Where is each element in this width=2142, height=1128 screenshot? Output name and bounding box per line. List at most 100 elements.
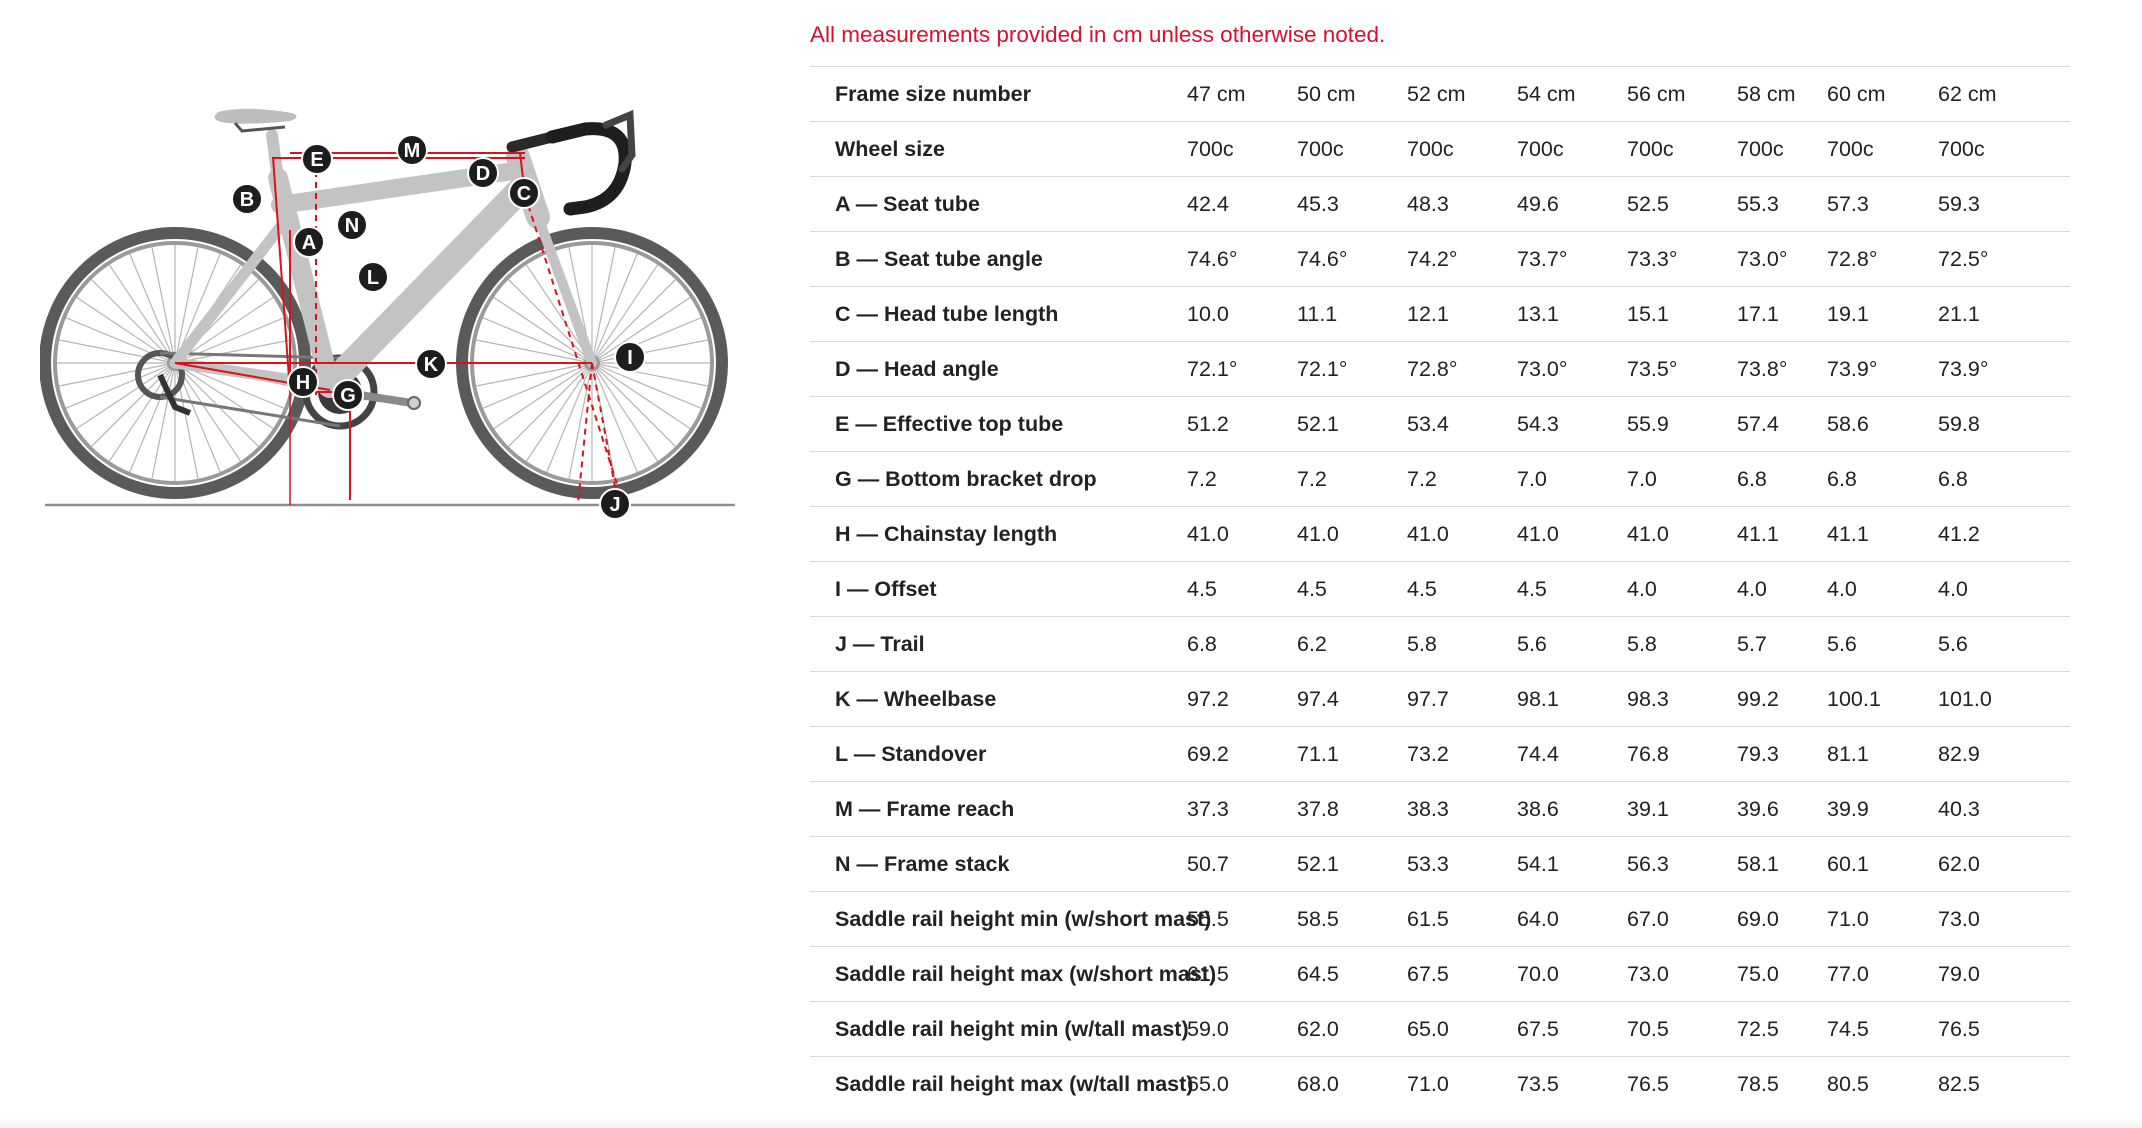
table-header-row: Frame size number 47 cm 50 cm 52 cm 54 cm 56 … — [810, 66, 2070, 122]
table-row: N — Frame stack 50.7 52.1 53.3 54.1 56.3 58.1 6… — [810, 836, 2070, 892]
table-cell: 4.5 — [1187, 561, 1297, 617]
table-cell: 7.2 — [1187, 451, 1297, 507]
table-cell: 73.9° — [1827, 341, 1938, 397]
svg-text:A: A — [302, 232, 316, 254]
table-cell: 76.8 — [1627, 726, 1737, 782]
geometry-table: Frame size number 47 cm 50 cm 52 cm 54 cm 56 … — [810, 66, 2070, 1112]
table-cell: 52 cm — [1407, 66, 1517, 122]
table-cell: 97.4 — [1297, 671, 1407, 727]
table-cell: 4.0 — [1627, 561, 1737, 617]
table-cell: 41.1 — [1827, 506, 1938, 562]
table-cell: 62.0 — [1297, 1001, 1407, 1057]
table-cell: 69.2 — [1187, 726, 1297, 782]
table-cell: 21.1 — [1938, 286, 2070, 342]
table-cell: 67.5 — [1517, 1001, 1627, 1057]
table-row: L — Standover 69.2 71.1 73.2 74.4 76.8 79.3 81.… — [810, 726, 2070, 782]
table-cell: 6.2 — [1297, 616, 1407, 672]
table-cell: 41.0 — [1407, 506, 1517, 562]
table-cell: 54.1 — [1517, 836, 1627, 892]
table-cell: 40.3 — [1938, 781, 2070, 837]
table-cell: 52.1 — [1297, 836, 1407, 892]
table-row: I — Offset 4.5 4.5 4.5 4.5 4.0 4.0 4.0 4.0 — [810, 561, 2070, 617]
table-cell: 4.0 — [1938, 561, 2070, 617]
table-cell: 62.0 — [1938, 836, 2070, 892]
badge-c: C — [508, 177, 540, 209]
row-label: Saddle rail height min (w/tall mast) — [810, 1001, 1189, 1057]
table-cell: 41.0 — [1517, 506, 1627, 562]
table-cell: 62 cm — [1938, 66, 2070, 122]
table-cell: 73.8° — [1737, 341, 1827, 397]
table-cell: 73.5° — [1627, 341, 1737, 397]
badge-m: M — [396, 134, 428, 166]
measurement-note: All measurements provided in cm unless o… — [810, 22, 1386, 47]
table-cell: 61.5 — [1187, 946, 1297, 1002]
table-cell: 70.5 — [1627, 1001, 1737, 1057]
table-cell: 700c — [1517, 121, 1627, 177]
table-cell: 77.0 — [1827, 946, 1938, 1002]
table-cell: 58 cm — [1737, 66, 1827, 122]
badge-l: L — [357, 261, 389, 293]
table-cell: 41.2 — [1938, 506, 2070, 562]
table-cell: 72.8° — [1827, 231, 1938, 287]
table-cell: 38.3 — [1407, 781, 1517, 837]
table-cell: 80.5 — [1827, 1056, 1938, 1112]
table-cell: 4.5 — [1297, 561, 1407, 617]
table-cell: 700c — [1827, 121, 1938, 177]
table-cell: 73.0 — [1938, 891, 2070, 947]
table-cell: 7.2 — [1297, 451, 1407, 507]
table-cell: 53.4 — [1407, 396, 1517, 452]
handlebar — [506, 109, 636, 216]
table-cell: 39.6 — [1737, 781, 1827, 837]
svg-text:K: K — [424, 354, 439, 376]
table-cell: 101.0 — [1938, 671, 2070, 727]
table-cell: 10.0 — [1187, 286, 1297, 342]
table-cell: 5.8 — [1407, 616, 1517, 672]
table-cell: 41.0 — [1187, 506, 1297, 562]
table-cell: 45.3 — [1297, 176, 1407, 232]
table-cell: 59.0 — [1187, 1001, 1297, 1057]
table-cell: 52.5 — [1627, 176, 1737, 232]
badge-n: N — [336, 209, 368, 241]
table-cell: 74.2° — [1407, 231, 1517, 287]
row-label: L — Standover — [810, 726, 1187, 782]
table-cell: 39.9 — [1827, 781, 1938, 837]
table-cell: 6.8 — [1187, 616, 1297, 672]
table-cell: 73.3° — [1627, 231, 1737, 287]
badge-i: I — [614, 341, 646, 373]
table-cell: 47 cm — [1187, 66, 1297, 122]
table-cell: 54.3 — [1517, 396, 1627, 452]
row-label: B — Seat tube angle — [810, 231, 1187, 287]
table-cell: 73.2 — [1407, 726, 1517, 782]
table-cell: 700c — [1737, 121, 1827, 177]
svg-text:J: J — [609, 494, 620, 516]
table-cell: 59.8 — [1938, 396, 2070, 452]
row-label: J — Trail — [810, 616, 1187, 672]
row-label: K — Wheelbase — [810, 671, 1187, 727]
table-cell: 74.5 — [1827, 1001, 1938, 1057]
table-cell: 6.8 — [1827, 451, 1938, 507]
table-cell: 6.8 — [1737, 451, 1827, 507]
table-cell: 82.9 — [1938, 726, 2070, 782]
table-cell: 73.5 — [1517, 1056, 1627, 1112]
table-cell: 49.6 — [1517, 176, 1627, 232]
table-cell: 65.0 — [1407, 1001, 1517, 1057]
badge-d: D — [467, 157, 499, 189]
table-cell: 71.1 — [1297, 726, 1407, 782]
table-cell: 5.6 — [1827, 616, 1938, 672]
table-cell: 4.5 — [1517, 561, 1627, 617]
svg-text:I: I — [627, 347, 633, 369]
row-label: N — Frame stack — [810, 836, 1187, 892]
table-cell: 60 cm — [1827, 66, 1938, 122]
badge-h: H — [287, 366, 319, 398]
table-cell: 5.8 — [1627, 616, 1737, 672]
table-cell: 15.1 — [1627, 286, 1737, 342]
table-cell: 12.1 — [1407, 286, 1517, 342]
table-cell: 5.7 — [1737, 616, 1827, 672]
table-cell: 74.4 — [1517, 726, 1627, 782]
row-label: M — Frame reach — [810, 781, 1187, 837]
table-cell: 76.5 — [1938, 1001, 2070, 1057]
table-cell: 68.0 — [1297, 1056, 1407, 1112]
table-cell: 17.1 — [1737, 286, 1827, 342]
table-cell: 72.1° — [1297, 341, 1407, 397]
table-row: G — Bottom bracket drop 7.2 7.2 7.2 7.0 7.0 6.… — [810, 451, 2070, 507]
